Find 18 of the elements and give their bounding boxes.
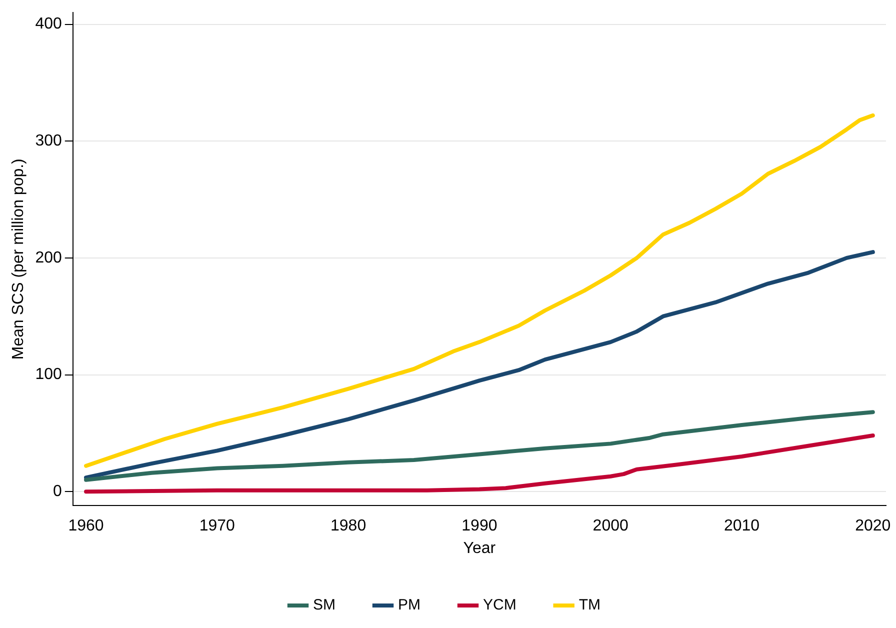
y-axis-title: Mean SCS (per million pop.) [10, 158, 28, 360]
legend-label: PM [398, 596, 421, 614]
x-tick-label: 1960 [68, 518, 104, 535]
y-tick-label: 100 [35, 366, 62, 384]
x-tick-label: 1990 [462, 518, 498, 535]
y-tick-label: 300 [35, 132, 62, 150]
y-tick-label: 200 [35, 249, 62, 266]
x-tick-label: 2010 [724, 518, 760, 535]
x-tick-label: 2020 [855, 518, 891, 535]
x-tick-label: 2000 [592, 518, 628, 535]
y-tick-label: 400 [35, 16, 62, 33]
x-tick-label: 1980 [330, 518, 366, 535]
x-axis-title: Year [463, 540, 496, 557]
x-tick-label: 1970 [199, 518, 236, 535]
legend-label: YCM [483, 596, 516, 614]
y-tick-label: 0 [52, 482, 62, 500]
legend-label: TM [578, 596, 601, 614]
legend-label: SM [313, 596, 336, 614]
